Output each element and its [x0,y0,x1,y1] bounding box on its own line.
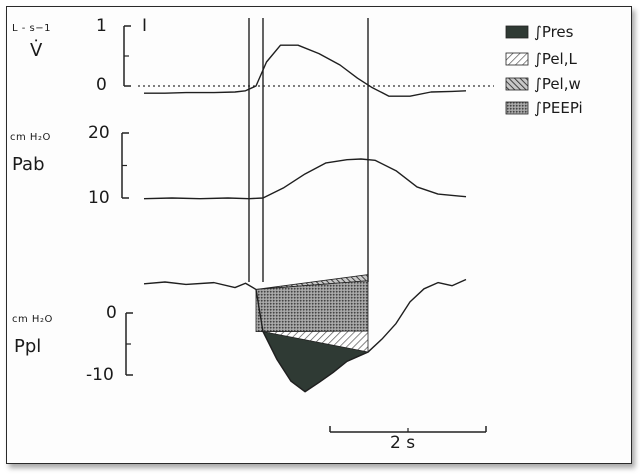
chart-marks [121,18,529,433]
ppl-signal-label: Ppl [14,336,41,357]
legend-label-pres: ∫Pres [534,23,574,41]
flow-unit-label: L - s−1 [12,23,51,34]
ppl-unit-label: cm H₂O [12,314,53,325]
legend-swatch-2 [505,77,529,91]
pab-signal-label: Pab [12,154,45,175]
pab-tick-label-10: 10 [88,188,110,208]
legend-label-pel-w: ∫Pel,w [534,75,581,93]
ppl-trace [143,278,467,393]
work-area-3 [255,280,369,333]
legend-swatch-0 [505,25,529,39]
flow-scale-mark: I [142,16,147,36]
flow-tick-label-0: 0 [96,75,107,95]
legend-label-peepi: ∫PEEPi [534,99,583,117]
pab-tick-label-20: 20 [88,123,110,143]
legend-swatch-1 [505,52,529,66]
flow-trace [144,44,467,97]
pab-trace [143,158,467,200]
pab-unit-label: cm H₂O [10,132,51,143]
ppl-tick-label-0: 0 [106,303,117,323]
legend-swatch-3 [505,101,529,115]
legend-label-pel-l: ∫Pel,L [534,50,577,68]
time-scale-label: 2 s [390,433,415,453]
flow-signal-label: V̇ [30,40,43,61]
ppl-tick-label-minus10: -10 [86,365,114,385]
flow-tick-label-1: 1 [96,16,107,36]
